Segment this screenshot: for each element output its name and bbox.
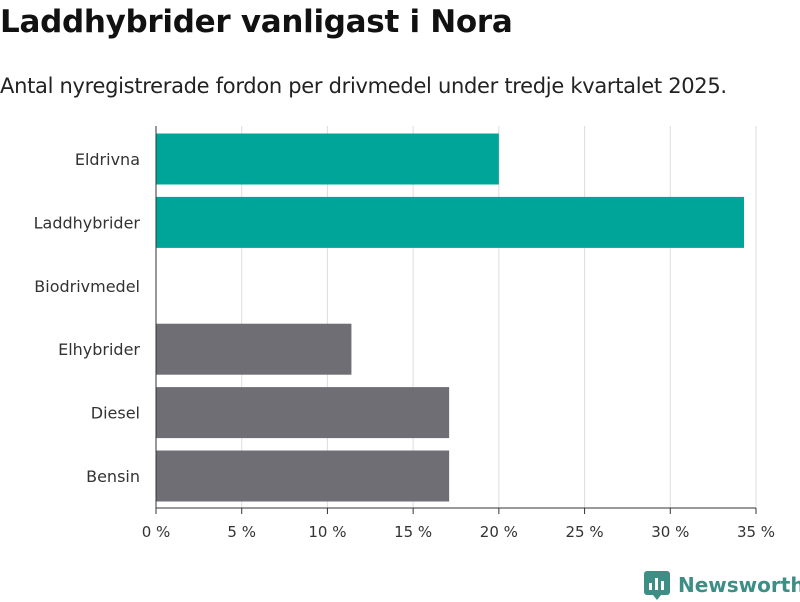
chart-subtitle: Antal nyregistrerade fordon per drivmede…: [0, 74, 727, 98]
x-tick-label: 25 %: [566, 523, 604, 541]
category-label: Eldrivna: [75, 150, 140, 169]
category-label: Bensin: [86, 467, 140, 486]
newsworthy-logo-icon: [644, 571, 670, 600]
x-tick-label: 5 %: [227, 523, 256, 541]
newsworthy-logo-text: Newsworthy: [678, 573, 800, 597]
x-tick-label: 20 %: [480, 523, 518, 541]
bar: [156, 387, 450, 439]
category-label: Biodrivmedel: [34, 277, 140, 296]
newsworthy-logo: Newsworthy: [644, 568, 800, 602]
x-tick-label: 10 %: [308, 523, 346, 541]
category-label: Diesel: [91, 404, 140, 423]
category-label: Elhybrider: [58, 340, 140, 359]
bar: [156, 133, 499, 185]
category-label: Laddhybrider: [34, 213, 141, 232]
x-tick-label: 15 %: [394, 523, 432, 541]
x-tick-label: 0 %: [142, 523, 171, 541]
bar: [156, 196, 744, 248]
bar: [156, 450, 450, 502]
x-tick-label: 35 %: [737, 523, 775, 541]
x-tick-label: 30 %: [651, 523, 689, 541]
chart-title: Laddhybrider vanligast i Nora: [0, 4, 513, 40]
bar: [156, 323, 352, 375]
